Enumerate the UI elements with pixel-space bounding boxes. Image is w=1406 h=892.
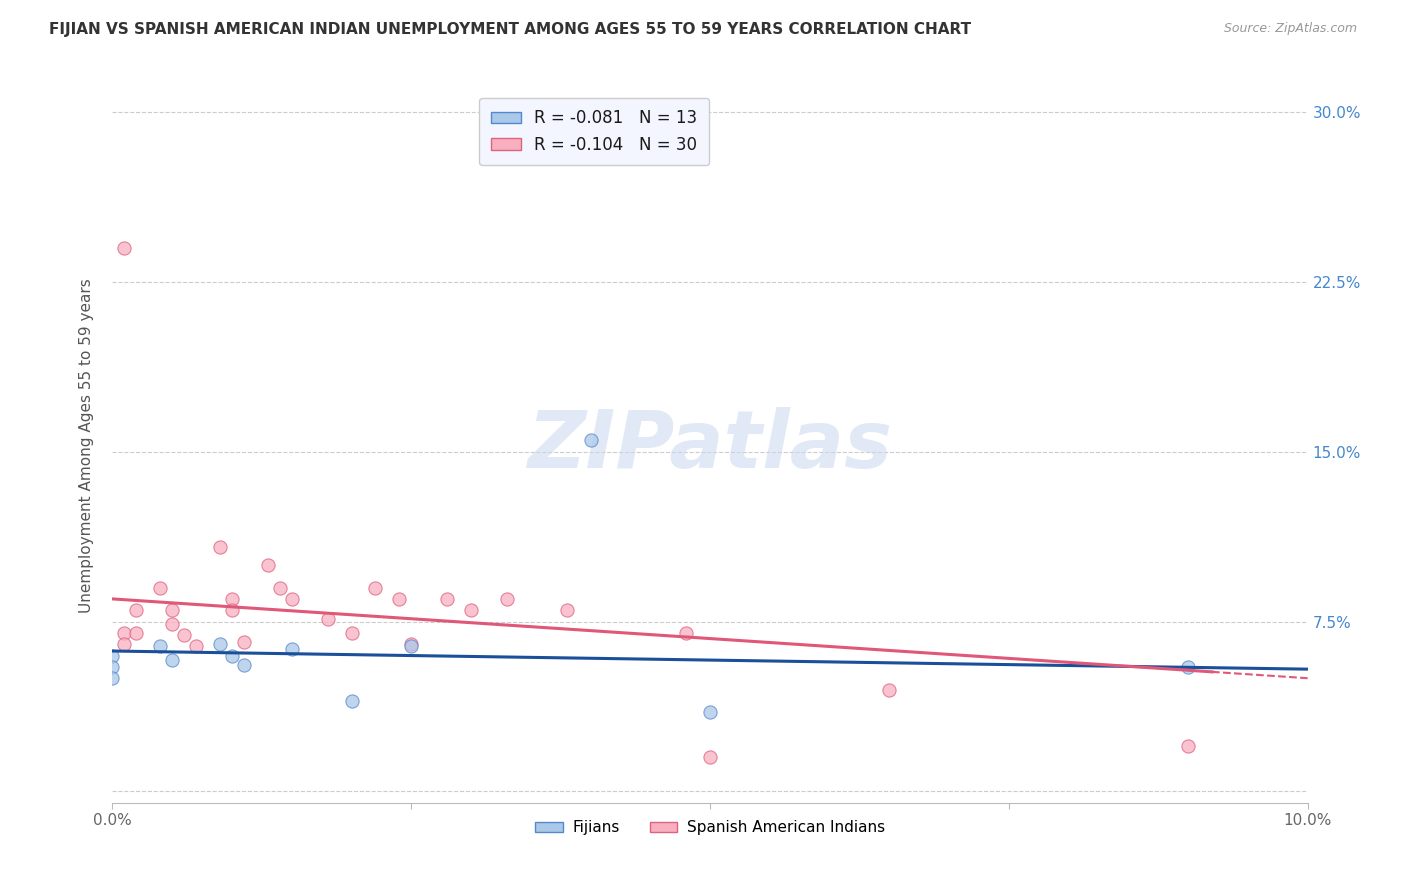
Point bbox=[1177, 660, 1199, 674]
Point bbox=[340, 694, 363, 708]
Text: ZIPatlas: ZIPatlas bbox=[527, 407, 893, 485]
Point bbox=[173, 628, 195, 642]
Point bbox=[699, 750, 721, 764]
Point bbox=[401, 640, 423, 654]
Point bbox=[101, 648, 124, 663]
Point bbox=[149, 581, 172, 595]
Point bbox=[101, 671, 124, 685]
Point bbox=[209, 637, 232, 651]
Text: Source: ZipAtlas.com: Source: ZipAtlas.com bbox=[1223, 22, 1357, 36]
Point bbox=[125, 603, 148, 617]
Point bbox=[316, 612, 339, 626]
Point bbox=[101, 660, 124, 674]
Point bbox=[699, 705, 721, 719]
Point bbox=[149, 640, 172, 654]
Point bbox=[879, 682, 901, 697]
Point bbox=[257, 558, 280, 572]
Text: FIJIAN VS SPANISH AMERICAN INDIAN UNEMPLOYMENT AMONG AGES 55 TO 59 YEARS CORRELA: FIJIAN VS SPANISH AMERICAN INDIAN UNEMPL… bbox=[49, 22, 972, 37]
Point bbox=[233, 635, 256, 649]
Point bbox=[221, 603, 243, 617]
Point bbox=[233, 657, 256, 672]
Point bbox=[340, 626, 363, 640]
Point bbox=[162, 653, 183, 667]
Point bbox=[209, 540, 232, 554]
Point bbox=[555, 603, 578, 617]
Point bbox=[125, 626, 148, 640]
Point bbox=[281, 591, 304, 606]
Point bbox=[675, 626, 697, 640]
Point bbox=[221, 591, 243, 606]
Point bbox=[364, 581, 387, 595]
Point bbox=[1177, 739, 1199, 754]
Point bbox=[388, 591, 411, 606]
Point bbox=[436, 591, 458, 606]
Point bbox=[221, 648, 243, 663]
Legend: Fijians, Spanish American Indians: Fijians, Spanish American Indians bbox=[529, 814, 891, 841]
Point bbox=[186, 640, 208, 654]
Point bbox=[579, 434, 602, 448]
Point bbox=[281, 641, 304, 656]
Point bbox=[401, 637, 423, 651]
Point bbox=[269, 581, 291, 595]
Point bbox=[460, 603, 482, 617]
Point bbox=[114, 241, 135, 255]
Point bbox=[162, 616, 183, 631]
Point bbox=[162, 603, 183, 617]
Y-axis label: Unemployment Among Ages 55 to 59 years: Unemployment Among Ages 55 to 59 years bbox=[79, 278, 94, 614]
Point bbox=[114, 637, 135, 651]
Point bbox=[114, 626, 135, 640]
Point bbox=[496, 591, 519, 606]
